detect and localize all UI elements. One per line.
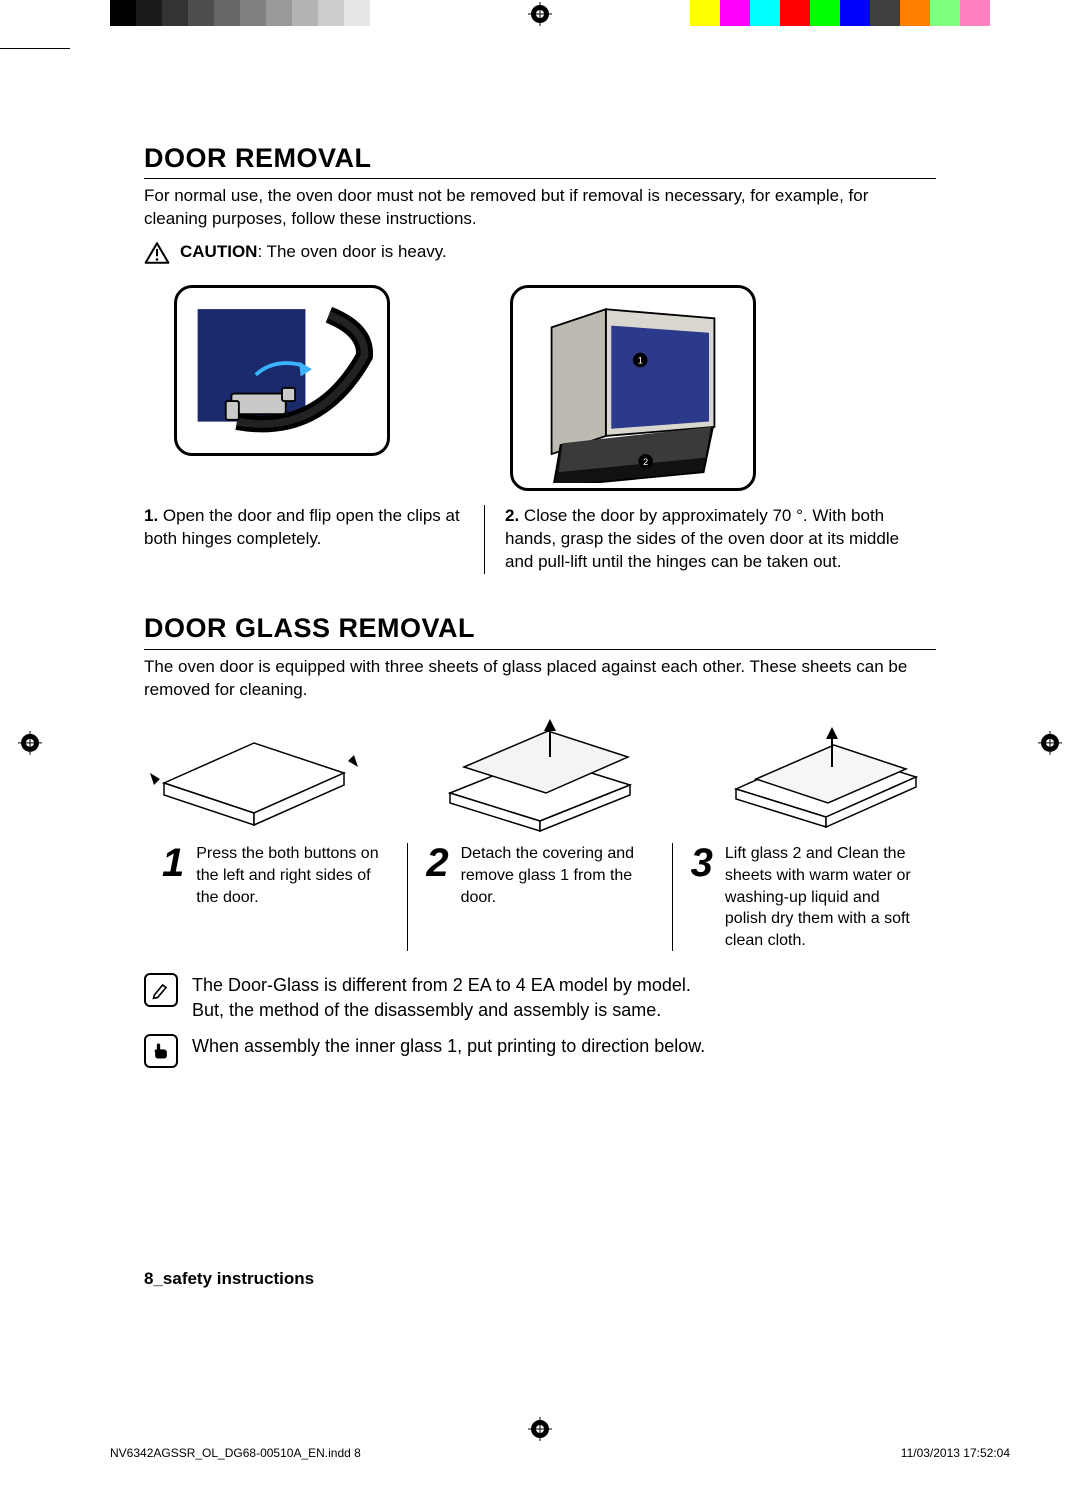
page: DOOR REMOVAL For normal use, the oven do… bbox=[0, 0, 1080, 1491]
figure-hinge-clip bbox=[174, 285, 390, 456]
svg-text:1: 1 bbox=[638, 356, 643, 366]
figure-glass-step-3 bbox=[716, 713, 936, 833]
page-content: DOOR REMOVAL For normal use, the oven do… bbox=[144, 140, 936, 1068]
door-removal-figures: 1 2 bbox=[174, 285, 936, 491]
page-footer-label: 8_safety instructions bbox=[144, 1268, 314, 1291]
registration-mark-icon bbox=[528, 1417, 552, 1447]
print-slug: NV6342AGSSR_OL_DG68-00510A_EN.indd 8 11/… bbox=[110, 1445, 1010, 1461]
door-glass-figures bbox=[144, 713, 936, 833]
figure-oven-door-70deg: 1 2 bbox=[510, 285, 756, 491]
section-heading-door-glass-removal: DOOR GLASS REMOVAL bbox=[144, 610, 936, 649]
caution-label: CAUTION bbox=[180, 242, 257, 261]
registration-mark-icon bbox=[1038, 730, 1062, 760]
note-assembly-direction: When assembly the inner glass 1, put pri… bbox=[144, 1034, 936, 1068]
crop-mark bbox=[0, 48, 70, 49]
registration-mark-icon bbox=[18, 730, 42, 760]
figure-glass-step-2 bbox=[430, 713, 650, 833]
caution-triangle-icon bbox=[144, 241, 170, 265]
door-glass-steps: 1 Press the both buttons on the left and… bbox=[144, 843, 936, 951]
door-removal-steps: 1. Open the door and flip open the clips… bbox=[144, 505, 936, 574]
note-pencil-icon bbox=[144, 973, 178, 1007]
glass-step-1: 1 Press the both buttons on the left and… bbox=[144, 843, 408, 951]
section-heading-door-removal: DOOR REMOVAL bbox=[144, 140, 936, 179]
note-model-variation: The Door-Glass is different from 2 EA to… bbox=[144, 973, 936, 1022]
caution-row: CAUTION: The oven door is heavy. bbox=[144, 241, 936, 265]
door-removal-step-2: 2. Close the door by approximately 70 °.… bbox=[485, 505, 936, 574]
door-removal-intro: For normal use, the oven door must not b… bbox=[144, 185, 936, 231]
svg-text:2: 2 bbox=[643, 457, 648, 467]
note-hand-icon bbox=[144, 1034, 178, 1068]
door-glass-removal-intro: The oven door is equipped with three she… bbox=[144, 656, 936, 702]
print-timestamp: 11/03/2013 17:52:04 bbox=[901, 1445, 1010, 1461]
door-removal-step-1: 1. Open the door and flip open the clips… bbox=[144, 505, 485, 574]
print-file-name: NV6342AGSSR_OL_DG68-00510A_EN.indd 8 bbox=[110, 1445, 361, 1461]
caution-text: CAUTION: The oven door is heavy. bbox=[180, 241, 447, 264]
glass-step-2: 2 Detach the covering and remove glass 1… bbox=[408, 843, 672, 951]
glass-step-3: 3 Lift glass 2 and Clean the sheets with… bbox=[673, 843, 936, 951]
figure-glass-step-1 bbox=[144, 713, 364, 833]
registration-mark-icon bbox=[528, 2, 552, 32]
